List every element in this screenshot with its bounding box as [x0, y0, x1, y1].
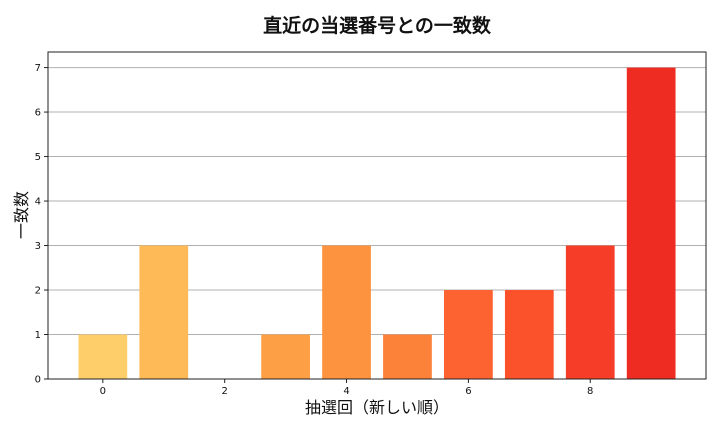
- y-tick-label-0: 0: [35, 375, 41, 386]
- plot-frame: [47, 51, 707, 380]
- x-tick-label-4: 8: [587, 386, 593, 397]
- bar-7: [504, 290, 554, 379]
- y-tick-label-6: 6: [35, 108, 41, 119]
- bar-3: [261, 334, 310, 379]
- bar-1: [139, 245, 189, 379]
- bar-5: [383, 334, 432, 379]
- x-tick-label-3: 6: [465, 386, 471, 397]
- bar-0: [78, 334, 128, 379]
- y-tick-label-2: 2: [35, 286, 41, 297]
- bar-4: [322, 245, 371, 379]
- y-axis-ticks: 0 1 2 3 4 5 6 7: [35, 63, 48, 386]
- y-tick-label-1: 1: [35, 330, 41, 341]
- bar-9: [626, 67, 676, 380]
- bar-8: [565, 245, 615, 379]
- x-tick-label-1: 2: [221, 386, 227, 397]
- x-tick-label-0: 0: [100, 386, 106, 397]
- y-tick-label-7: 7: [35, 63, 41, 74]
- x-axis-label: 抽選回（新しい順）: [305, 398, 449, 417]
- y-tick-label-5: 5: [35, 152, 41, 163]
- chart-title: 直近の当選番号との一致数: [263, 14, 492, 37]
- y-axis-label: 一致数: [12, 191, 31, 239]
- bar-6: [444, 290, 493, 379]
- bars: [78, 67, 676, 380]
- y-tick-label-4: 4: [35, 197, 41, 208]
- x-tick-label-2: 4: [343, 386, 349, 397]
- x-axis-ticks: 0 2 4 6 8: [100, 379, 593, 397]
- y-tick-label-3: 3: [35, 241, 41, 252]
